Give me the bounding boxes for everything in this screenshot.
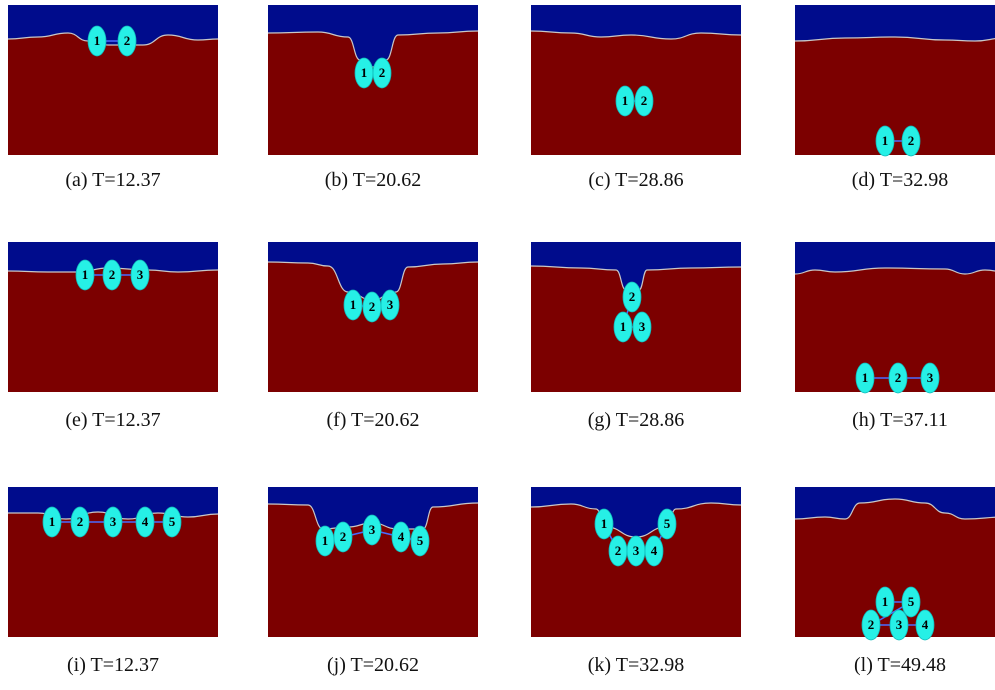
caption: (b) T=20.62 <box>325 169 421 191</box>
particle-label: 3 <box>639 319 646 334</box>
particle-label: 3 <box>137 267 144 282</box>
caption: (g) T=28.86 <box>588 409 684 431</box>
particle-label: 3 <box>369 522 376 537</box>
particle-label: 3 <box>927 370 934 385</box>
particle-label: 3 <box>896 617 903 632</box>
particle-label: 2 <box>340 529 347 544</box>
particle-label: 1 <box>350 297 357 312</box>
particle-label: 1 <box>862 370 869 385</box>
particle-label: 5 <box>908 594 915 609</box>
particle-label: 3 <box>387 297 394 312</box>
particle-label: 1 <box>361 65 368 80</box>
particle-label: 2 <box>629 289 636 304</box>
particle-label: 2 <box>77 514 84 529</box>
particle-label: 2 <box>641 93 648 108</box>
caption: (e) T=12.37 <box>65 409 160 431</box>
particle-label: 2 <box>109 267 116 282</box>
panel: 1 2 3 <box>795 242 995 393</box>
particle-label: 1 <box>49 514 56 529</box>
particle-label: 2 <box>868 617 875 632</box>
particle-label: 2 <box>908 133 915 148</box>
caption: (l) T=49.48 <box>854 654 946 676</box>
particle-label: 1 <box>882 133 889 148</box>
particle-label: 1 <box>94 33 101 48</box>
caption: (i) T=12.37 <box>67 654 159 676</box>
caption: (a) T=12.37 <box>65 169 160 191</box>
panel: 1 5 2 3 4 <box>795 487 995 640</box>
particle-label: 1 <box>82 267 89 282</box>
particle-label: 1 <box>601 516 608 531</box>
particle-label: 1 <box>882 594 889 609</box>
caption: (d) T=32.98 <box>852 169 948 191</box>
particle-label: 3 <box>633 543 640 558</box>
particle-label: 5 <box>664 516 671 531</box>
panel: 1 2 3 <box>8 242 218 392</box>
particle-label: 5 <box>417 533 424 548</box>
particle-label: 4 <box>922 617 929 632</box>
particle-label: 1 <box>622 93 629 108</box>
particle-label: 4 <box>398 529 405 544</box>
particle-label: 2 <box>369 299 376 314</box>
particle-label: 4 <box>651 543 658 558</box>
fluid-bottom <box>8 33 218 155</box>
caption: (j) T=20.62 <box>327 654 419 676</box>
fluid-bottom <box>795 37 995 155</box>
particle-label: 2 <box>379 65 386 80</box>
particle-label: 1 <box>322 533 329 548</box>
particle-label: 2 <box>895 370 902 385</box>
particle-label: 2 <box>615 543 622 558</box>
particle-label: 5 <box>169 514 176 529</box>
caption: (k) T=32.98 <box>588 654 684 676</box>
caption: (c) T=28.86 <box>588 169 683 191</box>
particle-label: 1 <box>620 319 627 334</box>
caption: (h) T=37.11 <box>852 409 948 431</box>
figure: 12(a) T=12.3712(b) T=20.6212(c) T=28.861… <box>0 0 995 690</box>
particle-label: 3 <box>110 514 117 529</box>
panel: 1 2 3 4 5 <box>8 487 218 637</box>
particle-label: 4 <box>142 514 149 529</box>
caption: (f) T=20.62 <box>326 409 419 431</box>
particle-label: 2 <box>124 33 131 48</box>
